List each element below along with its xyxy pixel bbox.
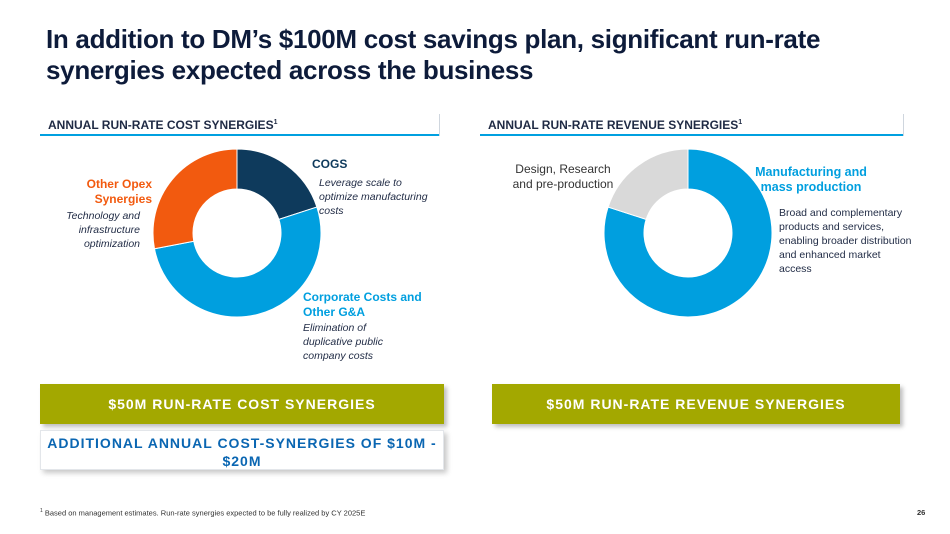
cost-header-divider [439,114,440,136]
cost-synergies-banner: $50M RUN-RATE COST SYNERGIES [40,384,444,424]
other-opex-slice [152,148,238,250]
revenue-synergies-header: ANNUAL RUN-RATE REVENUE SYNERGIES1 [480,114,904,136]
revenue-synergies-banner: $50M RUN-RATE REVENUE SYNERGIES [492,384,900,424]
corporate-costs-description: Elimination of duplicative public compan… [303,322,383,362]
manufacturing-label: Manufacturing and mass production [755,165,867,194]
revenue-header-text: ANNUAL RUN-RATE REVENUE SYNERGIES [488,118,739,132]
footnote: 1 Based on management estimates. Run-rat… [40,508,365,518]
cogs-label: COGS [312,157,348,171]
design-research-slice [607,148,689,221]
cogs-slice [236,148,318,221]
other-opex-description: Technology and infrastructure optimizati… [66,210,140,250]
footnote-marker: 1 [40,508,43,514]
footnote-text: Based on management estimates. Run-rate … [44,508,366,518]
manufacturing-slice [603,148,773,318]
corporate-costs-label: Corporate Costs and Other G&A [303,290,422,319]
design-research-label: Design, Research and pre-production [512,162,614,191]
cost-synergies-donut [152,148,322,318]
slide-title: In addition to DM’s $100M cost savings p… [46,24,821,85]
revenue-synergies-donut [603,148,773,318]
cost-header-text: ANNUAL RUN-RATE COST SYNERGIES [48,118,274,132]
page-number: 26 [917,508,926,517]
corporate-costs-slice [153,206,322,318]
revenue-header-divider [903,114,904,136]
manufacturing-description: Broad and complementary products and ser… [779,207,912,275]
cogs-description: Leverage scale to optimize manufacturing… [319,177,428,217]
cost-synergies-header: ANNUAL RUN-RATE COST SYNERGIES1 [40,114,440,136]
revenue-header-footnote-ref: 1 [738,119,743,126]
other-opex-label: Other Opex Synergies [86,177,152,206]
additional-cost-synergies-callout: ADDITIONAL ANNUAL COST-SYNERGIES OF $10M… [40,430,444,470]
cost-header-footnote-ref: 1 [273,119,278,126]
